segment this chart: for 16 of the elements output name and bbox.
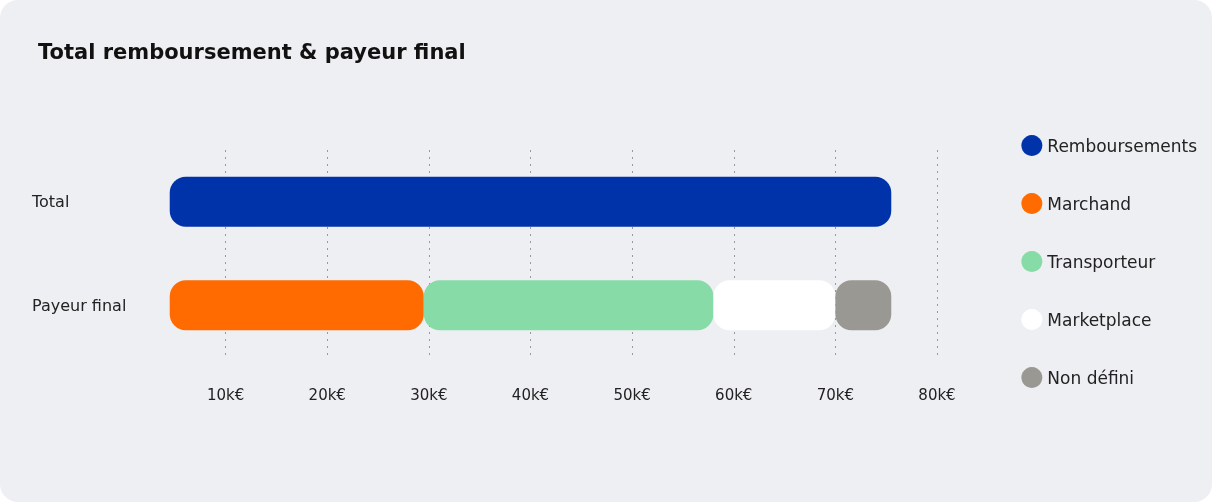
x-tick-label: 80k€ [918, 385, 956, 404]
x-tick-label: 30k€ [410, 385, 448, 404]
x-tick-label: 20k€ [308, 385, 346, 404]
y-tick-label: Total [31, 192, 70, 212]
chart-title: Total remboursement & payeur final [38, 39, 466, 64]
x-tick-label: 40k€ [511, 385, 550, 404]
x-tick-label: 70k€ [816, 385, 855, 404]
legend-label: Marchand [1047, 193, 1132, 214]
legend-label: Remboursements [1047, 135, 1198, 156]
x-tick-label: 60k€ [715, 385, 753, 404]
legend-label: Transporteur [1046, 251, 1156, 272]
x-tick-label: 10k€ [206, 385, 245, 404]
x-tick-label: 50k€ [613, 385, 651, 404]
legend-label: Marketplace [1047, 309, 1152, 330]
legend-label: Non défini [1047, 367, 1135, 388]
y-tick-label: Payeur final [32, 295, 127, 315]
